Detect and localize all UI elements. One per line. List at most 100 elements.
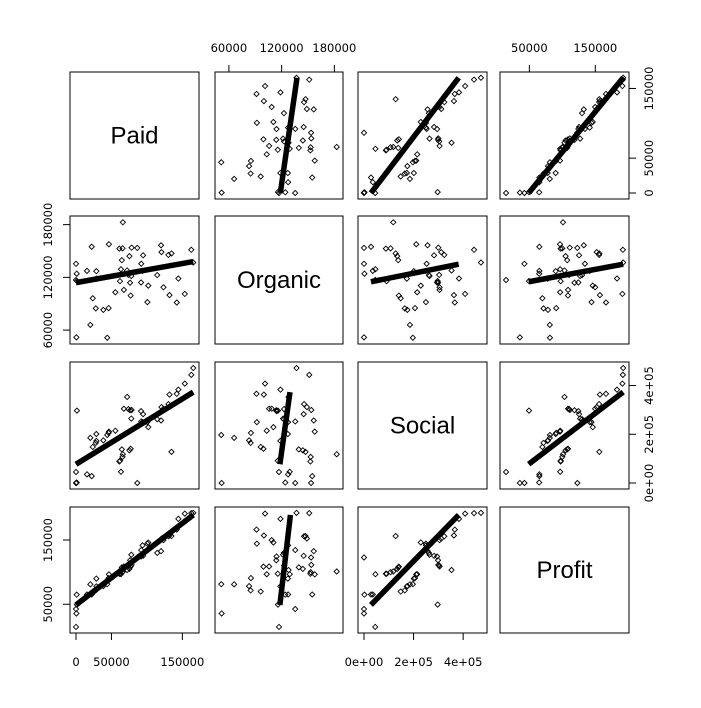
tick-label: 0e+00 <box>642 464 656 503</box>
data-point <box>562 137 569 144</box>
data-point <box>521 260 528 268</box>
data-point <box>619 82 626 90</box>
tick-label: 50000 <box>511 41 548 55</box>
data-point <box>137 260 145 267</box>
data-point <box>253 119 261 127</box>
data-point <box>589 282 596 289</box>
data-point <box>307 458 314 465</box>
data-point <box>305 509 313 517</box>
variable-label-paid: Paid <box>110 123 158 150</box>
data-point <box>436 286 443 294</box>
data-point <box>119 450 127 458</box>
fit-line <box>277 391 293 465</box>
data-point <box>245 162 253 170</box>
data-point <box>451 526 459 533</box>
tick-label: 50000 <box>93 655 130 669</box>
tick-label: 120000 <box>41 255 55 299</box>
left-axis-organic: 60000 120000 180000 <box>41 203 71 348</box>
data-point <box>571 406 578 414</box>
data-point <box>602 299 610 306</box>
variable-label-profit: Profit <box>536 557 592 584</box>
data-point <box>293 364 300 372</box>
data-point <box>263 570 270 578</box>
data-point <box>409 334 417 341</box>
data-point <box>105 304 112 312</box>
data-point <box>556 289 564 296</box>
data-point <box>128 415 135 422</box>
data-point <box>105 429 112 437</box>
data-point <box>433 125 441 133</box>
data-point <box>268 405 275 412</box>
panel-organic-vs-social <box>360 219 485 341</box>
data-point <box>448 566 455 574</box>
data-point <box>360 244 368 252</box>
data-point <box>293 509 300 517</box>
data-point <box>360 129 368 137</box>
data-point <box>260 136 267 143</box>
data-point <box>477 74 485 81</box>
data-point <box>261 82 269 90</box>
panel-frame-social-paid <box>69 361 200 490</box>
data-point <box>371 623 379 631</box>
data-point <box>423 125 430 133</box>
data-point <box>535 270 543 277</box>
data-point <box>270 539 277 546</box>
data-point <box>596 291 604 299</box>
tick-label: 150000 <box>160 655 204 669</box>
data-point <box>450 532 458 539</box>
data-point <box>218 159 225 166</box>
data-point <box>308 561 315 569</box>
data-point <box>593 248 600 256</box>
data-point <box>596 448 603 456</box>
data-point <box>153 549 161 557</box>
data-point <box>93 437 100 445</box>
fit-line <box>74 512 195 608</box>
data-point <box>247 574 255 582</box>
tick-label: 0e+00 <box>345 655 384 669</box>
data-point <box>580 242 588 249</box>
tick-label: 4e+05 <box>444 655 483 669</box>
data-point <box>394 144 402 152</box>
data-point <box>299 137 307 144</box>
data-point <box>284 178 292 186</box>
data-point <box>265 563 273 570</box>
data-point <box>393 565 401 573</box>
data-point <box>265 142 273 150</box>
data-point <box>253 390 260 398</box>
data-point <box>310 417 317 424</box>
data-point <box>89 295 96 302</box>
data-point <box>310 547 317 555</box>
data-point <box>128 244 135 251</box>
panel-profit-vs-social <box>360 509 485 631</box>
data-point <box>100 437 107 444</box>
data-point <box>461 510 469 517</box>
data-point <box>424 242 431 249</box>
data-point <box>139 542 146 549</box>
data-point <box>455 275 463 282</box>
data-point <box>300 552 307 560</box>
data-point <box>461 290 469 298</box>
data-point <box>417 539 425 546</box>
data-point <box>410 169 418 177</box>
data-point <box>540 305 547 312</box>
data-point <box>280 109 288 117</box>
data-point <box>127 292 134 299</box>
data-point <box>188 246 195 254</box>
data-point <box>502 468 510 476</box>
data-point <box>303 403 311 411</box>
data-point <box>144 540 151 547</box>
data-point <box>253 90 260 98</box>
data-point <box>126 279 134 286</box>
panel-paid-vs-social <box>360 74 485 197</box>
data-point <box>521 479 528 487</box>
data-point <box>73 334 80 341</box>
data-point <box>311 157 318 164</box>
data-point <box>291 479 299 487</box>
data-point <box>436 563 443 570</box>
panel-frames <box>69 71 630 634</box>
data-point <box>307 570 314 578</box>
data-point <box>273 553 280 560</box>
tick-label: 150000 <box>642 67 656 111</box>
data-point <box>436 284 443 291</box>
data-point <box>218 189 225 196</box>
